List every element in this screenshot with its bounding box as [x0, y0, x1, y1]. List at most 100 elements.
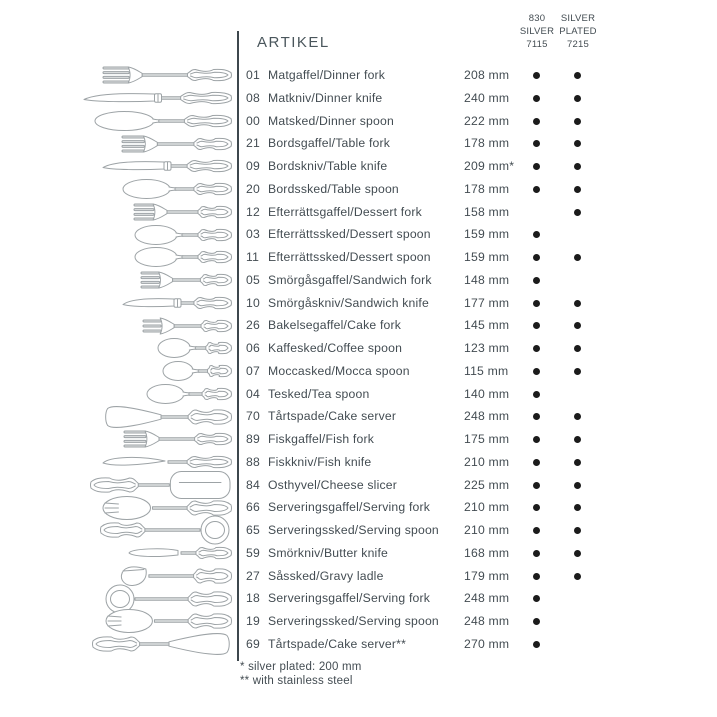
- article-number: 11: [246, 250, 260, 264]
- table-row: 04 Tesked/Tea spoon 140 mm: [0, 383, 717, 406]
- table-row: 03 Efterrättssked/Dessert spoon 159 mm: [0, 223, 717, 246]
- availability-dot-830-silver: [533, 527, 540, 534]
- gravy-ladle-icon: [120, 566, 232, 586]
- table-row: 27 Såssked/Gravy ladle 179 mm: [0, 565, 717, 588]
- article-name: Bordskniv/Table knife: [268, 159, 388, 173]
- article-name: Serveringsgaffel/Serving fork: [268, 500, 431, 515]
- article-name: Fiskkniv/Fish knife: [268, 454, 372, 469]
- availability-dot-silver-plated: [574, 527, 581, 534]
- article-name: Serveringsgaffel/Serving fork: [268, 591, 431, 606]
- article-name: Serveringssked/Serving spoon: [268, 523, 439, 537]
- table-row: 26 Bakelsegaffel/Cake fork 145 mm: [0, 314, 717, 337]
- availability-dot-830-silver: [533, 299, 540, 307]
- article-size: 148 mm: [464, 272, 510, 287]
- footnotes: * silver plated: 200 mm ** with stainles…: [240, 661, 362, 688]
- table-row: 19 Serveringssked/Serving spoon 248 mm: [0, 610, 717, 633]
- mocca-spoon-icon: [162, 361, 232, 382]
- table-row: 89 Fiskgaffel/Fish fork 175 mm: [0, 428, 717, 451]
- article-size: 240 mm: [464, 90, 510, 105]
- serving-spoon-icon: [105, 584, 232, 614]
- tea-spoon-icon: [146, 383, 232, 404]
- table-spoon-icon: [122, 179, 232, 200]
- footnote: ** with stainless steel: [240, 674, 353, 687]
- article-number: 66: [246, 500, 260, 515]
- table-row: 07 Moccasked/Mocca spoon 115 mm: [0, 360, 717, 383]
- availability-dot-830-silver: [533, 595, 540, 603]
- article-size: 159 mm: [464, 250, 510, 264]
- article-name: Efterrättsgaffel/Dessert fork: [268, 204, 422, 219]
- article-number: 01: [246, 68, 260, 82]
- article-name: Tårtspade/Cake server**: [268, 636, 407, 651]
- fish-fork-icon: [123, 430, 232, 448]
- article-size: 270 mm: [464, 636, 510, 651]
- sandwich-fork-icon: [140, 271, 232, 289]
- article-size: 209 mm*: [464, 159, 515, 173]
- article-number: 03: [246, 227, 260, 242]
- table-row: 10 Smörgåskniv/Sandwich knife 177 mm: [0, 292, 717, 315]
- table-row: 65 Serveringssked/Serving spoon 210 mm: [0, 519, 717, 542]
- column-header-line: PLATED: [559, 25, 597, 37]
- availability-dot-silver-plated: [574, 572, 581, 580]
- article-name: Kaffesked/Coffee spoon: [268, 341, 403, 355]
- dessert-spoon-icon: [134, 224, 232, 245]
- article-number: 10: [246, 295, 260, 310]
- availability-dot-830-silver: [533, 140, 540, 148]
- availability-dot-silver-plated: [574, 413, 581, 421]
- article-number: 20: [246, 181, 260, 196]
- article-number: 18: [246, 591, 260, 606]
- article-name: Matkniv/Dinner knife: [268, 90, 383, 105]
- availability-dot-silver-plated: [574, 208, 581, 216]
- availability-dot-silver-plated: [574, 345, 581, 352]
- footnote: * silver plated: 200 mm: [240, 661, 362, 673]
- column-header-line: 7215: [567, 38, 589, 50]
- availability-dot-830-silver: [533, 117, 540, 125]
- article-name: Smörgåskniv/Sandwich knife: [268, 295, 430, 310]
- artikel-heading: ARTIKEL: [257, 34, 330, 51]
- table-row: 12 Efterrättsgaffel/Dessert fork 158 mm: [0, 201, 717, 224]
- article-size: 168 mm: [464, 545, 510, 560]
- table-row: 05 Smörgåsgaffel/Sandwich fork 148 mm: [0, 269, 717, 292]
- article-name: Såssked/Gravy ladle: [268, 568, 384, 583]
- article-number: 08: [246, 90, 260, 105]
- serving-fork-icon: [105, 609, 232, 634]
- dessert-spoon-icon: [134, 247, 232, 268]
- article-name: Moccasked/Mocca spoon: [268, 363, 410, 378]
- availability-dot-830-silver: [533, 549, 540, 557]
- availability-dot-830-silver: [533, 185, 540, 193]
- table-row: 84 Osthyvel/Cheese slicer 225 mm: [0, 474, 717, 497]
- article-name: Matsked/Dinner spoon: [268, 113, 394, 128]
- column-header-line: SILVER: [519, 25, 555, 37]
- availability-dot-830-silver: [533, 322, 540, 330]
- availability-dot-silver-plated: [574, 367, 581, 375]
- article-name: Bordssked/Table spoon: [268, 181, 399, 196]
- availability-dot-silver-plated: [574, 185, 581, 193]
- column-header-line: 830: [528, 13, 546, 24]
- article-name: Tesked/Tea spoon: [268, 386, 370, 401]
- article-size: 222 mm: [464, 113, 510, 128]
- availability-dot-silver-plated: [574, 163, 581, 170]
- cheese-slicer-icon: [90, 470, 231, 499]
- article-number: 00: [246, 113, 260, 128]
- article-size: 140 mm: [464, 386, 510, 401]
- article-number: 27: [246, 568, 260, 583]
- availability-dot-830-silver: [533, 481, 540, 489]
- article-name: Matgaffel/Dinner fork: [268, 68, 386, 82]
- table-row: 01 Matgaffel/Dinner fork 208 mm: [0, 64, 717, 87]
- dinner-knife-icon: [83, 91, 232, 105]
- article-name: Osthyvel/Cheese slicer: [268, 477, 398, 492]
- article-number: 04: [246, 386, 260, 401]
- availability-dot-silver-plated: [574, 458, 581, 466]
- availability-dot-silver-plated: [574, 117, 581, 125]
- article-name: Smörkniv/Butter knife: [268, 545, 389, 560]
- table-row: 69 Tårtspade/Cake server** 270 mm: [0, 633, 717, 656]
- availability-dot-830-silver: [533, 254, 540, 261]
- availability-dot-830-silver: [533, 640, 540, 648]
- availability-dot-830-silver: [533, 276, 540, 284]
- article-name: Tårtspade/Cake server: [268, 409, 397, 424]
- table-row: 59 Smörkniv/Butter knife 168 mm: [0, 542, 717, 565]
- availability-dot-830-silver: [533, 390, 540, 398]
- article-number: 65: [246, 523, 260, 537]
- article-name: Efterrättssked/Dessert spoon: [268, 227, 431, 242]
- availability-dot-silver-plated: [574, 254, 581, 261]
- availability-dot-830-silver: [533, 436, 540, 443]
